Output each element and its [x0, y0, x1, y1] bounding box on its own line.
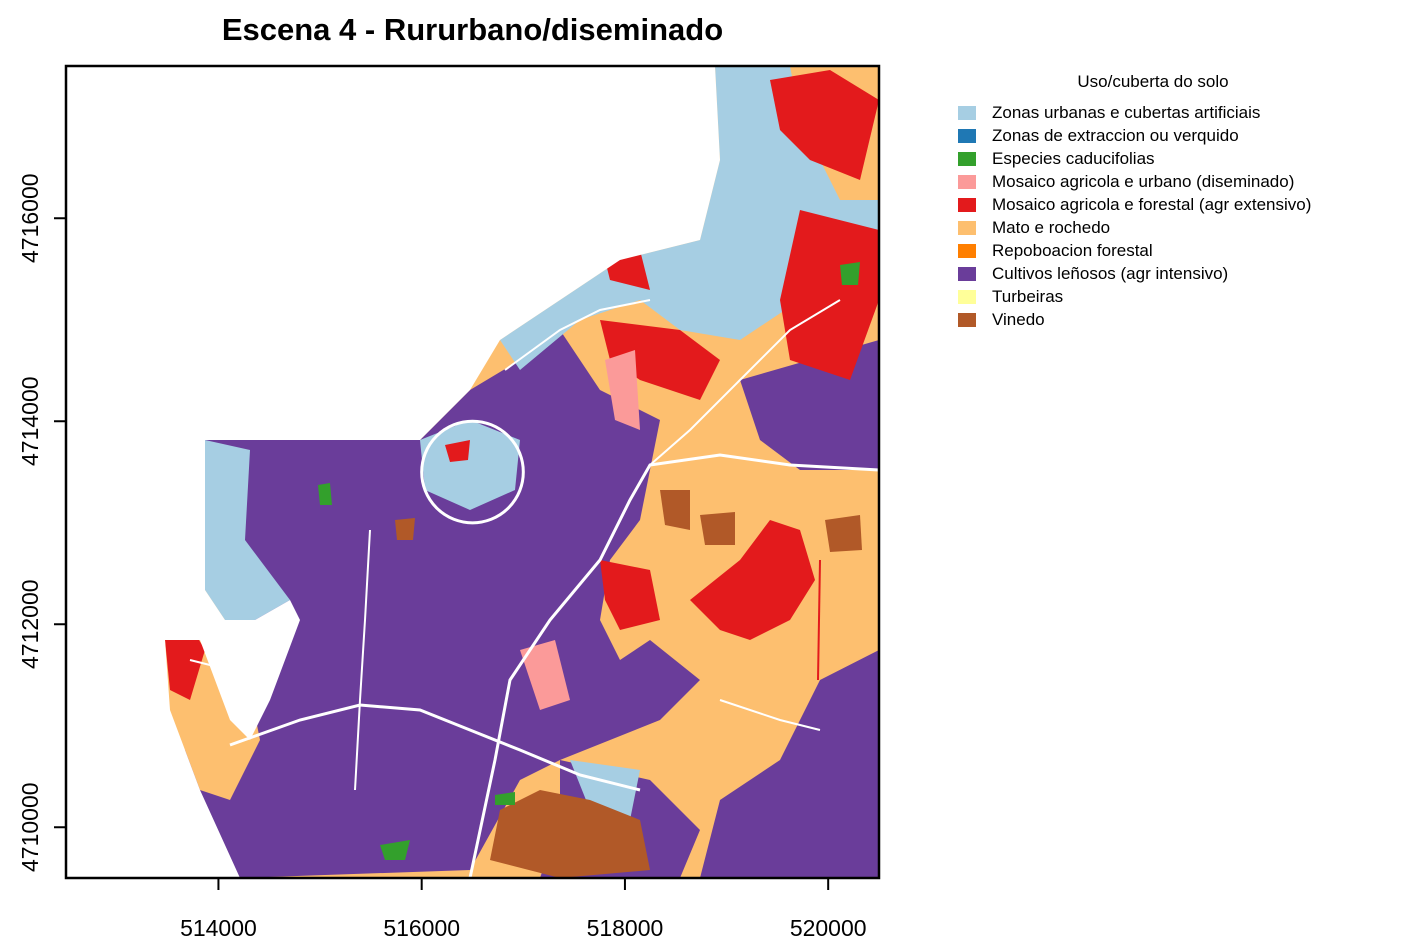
land-region [817, 559, 821, 681]
land-region [780, 210, 879, 380]
road [468, 453, 879, 878]
legend-item: Mato e rochedo [958, 216, 1358, 239]
legend-swatch [958, 243, 976, 258]
legend-swatch [958, 197, 976, 212]
legend-swatch [958, 174, 976, 189]
legend-label: Mosaico agricola e forestal (agr extensi… [992, 194, 1312, 214]
legend-label: Vinedo [992, 309, 1045, 329]
land-region [495, 792, 515, 805]
plot-title: Escena 4 - Rururbano/diseminado [221, 12, 724, 47]
legend-label: Zonas de extraccion ou verquido [992, 125, 1239, 145]
plot-frame [64, 64, 881, 880]
no-data-area [66, 66, 720, 878]
legend-swatch [958, 105, 976, 120]
land-region [600, 320, 720, 400]
legend-item: Turbeiras [958, 285, 1358, 308]
legend-item: Mosaico agricola e urbano (diseminado) [958, 170, 1358, 193]
no-data-area [66, 640, 240, 878]
land-region [570, 760, 640, 820]
land-region [770, 70, 879, 180]
x-tick-label: 516000 [383, 915, 460, 941]
land-region [825, 515, 862, 552]
legend-item: Especies caducifolias [958, 147, 1358, 170]
y-axis: 4710000 4712000 4714000 4716000 [17, 173, 66, 872]
road [229, 703, 641, 792]
x-tick-label: 520000 [790, 915, 867, 941]
land-region [420, 420, 520, 510]
land-region [490, 790, 650, 878]
legend-item: Cultivos leñosos (agr intensivo) [958, 262, 1358, 285]
legend-item: Zonas urbanas e cubertas artificiais [958, 101, 1358, 124]
legend-label: Especies caducifolias [992, 148, 1155, 168]
scene-circle [420, 419, 525, 525]
y-tick-label: 4714000 [17, 376, 43, 466]
x-tick-label: 514000 [180, 915, 257, 941]
legend-item: Repoboacion forestal [958, 239, 1358, 262]
legend-label: Mosaico agricola e urbano (diseminado) [992, 171, 1295, 191]
road [649, 299, 841, 466]
land-region [605, 350, 640, 430]
land-region [600, 560, 660, 630]
land-region [395, 518, 415, 540]
legend-label: Turbeiras [992, 286, 1064, 306]
land-region [700, 650, 879, 878]
y-tick-label: 4710000 [17, 782, 43, 872]
road [354, 529, 371, 791]
land-region [520, 640, 570, 710]
legend-label: Mato e rochedo [992, 217, 1111, 237]
road [189, 659, 261, 691]
legend-swatch [958, 289, 976, 304]
land-region [205, 440, 290, 620]
legend-item: Mosaico agricola e forestal (agr extensi… [958, 193, 1358, 216]
land-region [165, 625, 205, 700]
legend-label: Cultivos leñosos (agr intensivo) [992, 263, 1229, 283]
legend-swatch [958, 151, 976, 166]
legend-label: Zonas urbanas e cubertas artificiais [992, 102, 1261, 122]
land-region [700, 512, 735, 545]
land-region [690, 520, 815, 640]
land-region [318, 483, 332, 505]
legend-item: Zonas de extraccion ou verquido [958, 124, 1358, 147]
land-region [180, 330, 700, 878]
land-region [840, 262, 860, 285]
legend-swatch [958, 266, 976, 281]
land-region [445, 440, 470, 462]
land-region [660, 490, 690, 530]
legend-swatch [958, 220, 976, 235]
road [504, 299, 651, 371]
legend-label: Repoboacion forestal [992, 240, 1153, 260]
legend: Uso/cuberta do solo Zonas urbanas e cube… [958, 72, 1358, 331]
land-region [380, 840, 410, 860]
road [719, 699, 821, 731]
y-tick-label: 4716000 [17, 173, 43, 263]
legend-swatch [958, 128, 976, 143]
y-tick-label: 4712000 [17, 579, 43, 669]
x-axis: 514000 516000 518000 520000 [180, 878, 867, 941]
legend-title: Uso/cuberta do solo [1077, 72, 1229, 91]
legend-swatch [958, 312, 976, 327]
legend-item: Vinedo [958, 308, 1358, 331]
x-tick-label: 518000 [587, 915, 664, 941]
